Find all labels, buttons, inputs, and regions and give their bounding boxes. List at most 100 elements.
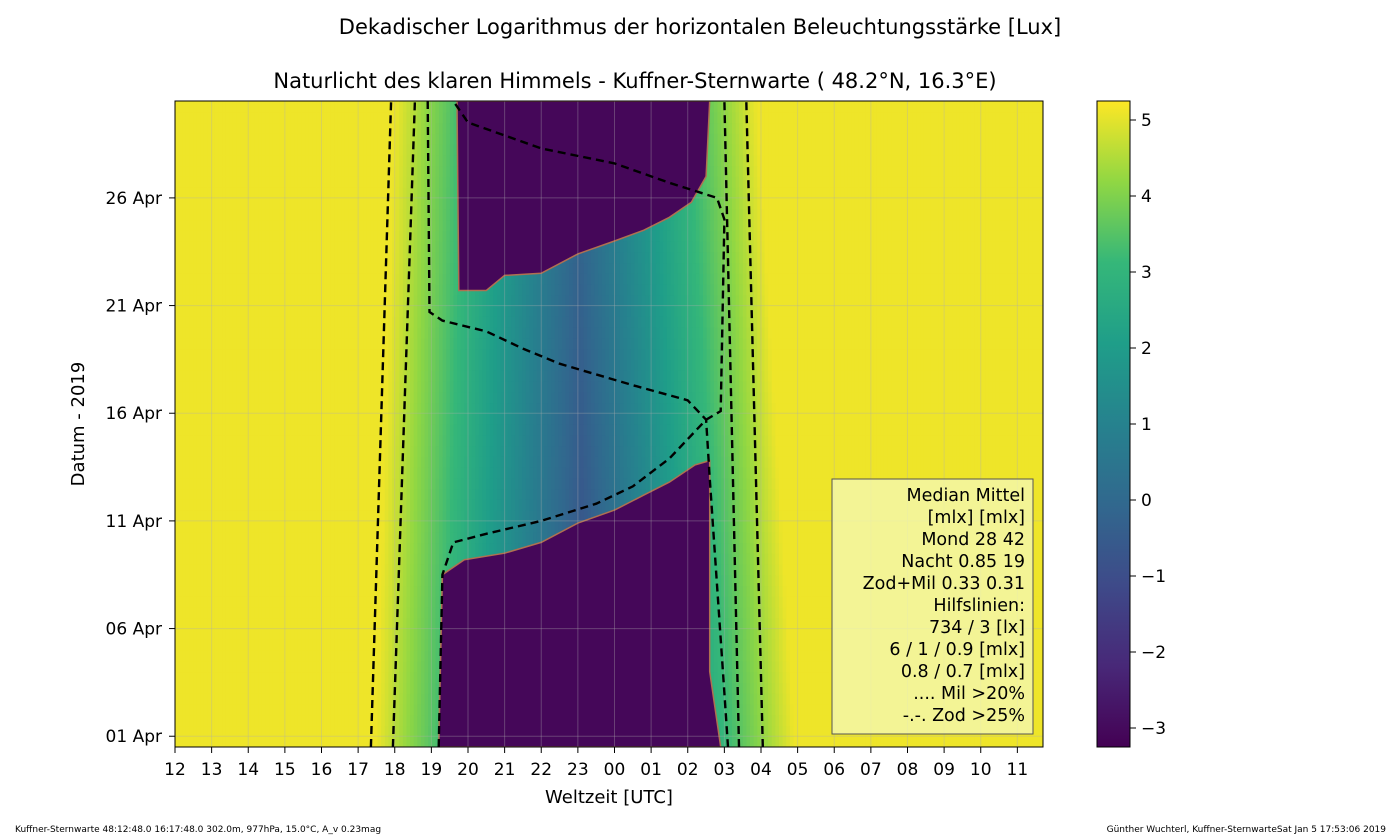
heat-cell [742,703,748,716]
heat-cell [789,671,795,683]
heat-cell [815,596,820,608]
heat-cell [189,703,194,716]
heat-cell [276,520,281,533]
heat-cell [276,671,281,683]
heat-cell [764,650,769,662]
heat-cell [373,628,379,640]
heat-cell [804,703,809,716]
heat-cell [323,617,328,630]
heat-cell [402,520,408,533]
heat-cell [337,671,342,683]
heat-cell [551,520,556,533]
heat-cell [337,628,342,640]
heat-cell [287,520,292,533]
heat-cell [717,725,722,737]
heat-cell [731,682,737,694]
heat-cell [778,671,784,683]
heat-cell [511,520,516,533]
heat-cell [420,639,426,651]
heat-cell [366,682,371,694]
heat-cell [218,671,223,683]
heat-cell [413,531,418,544]
heat-cell [196,714,201,727]
heat-cell [240,671,245,683]
heat-cell [222,574,227,587]
heat-cell [789,520,795,533]
heat-cell [764,703,769,716]
heat-cell [815,639,820,651]
heat-cell [250,703,256,716]
heat-cell [822,714,827,727]
heat-cell [193,542,198,554]
heat-cell [287,563,292,576]
heat-cell [297,628,303,640]
heat-cell [424,725,429,737]
heat-cell [363,736,368,747]
heat-cell [222,639,227,651]
heat-cell [326,553,332,565]
heat-cell [956,736,961,747]
heat-cell [717,714,722,727]
heat-cell [764,671,769,683]
heat-cell [370,531,375,544]
heat-cell [370,607,375,619]
heat-cell [804,585,809,597]
heat-cell [782,736,787,747]
heat-cell [410,682,415,694]
heat-cell [713,650,719,662]
heat-cell [218,714,223,727]
heat-cell [203,617,209,630]
heat-cell [265,574,270,587]
heat-cell [963,736,968,747]
heat-cell [200,531,205,544]
heat-cell [222,617,227,630]
heat-cell [348,574,353,587]
heat-cell [431,563,436,576]
heat-cell [410,671,415,683]
heat-cell [225,660,230,673]
heat-cell [746,725,751,737]
heat-cell [710,542,715,554]
heat-cell [265,585,270,597]
heat-cell [297,725,303,737]
heat-cell [373,531,379,544]
heat-cell [247,725,252,737]
heat-cell [287,736,292,747]
heat-cell [536,531,541,544]
heat-cell [822,682,827,694]
heat-cell [254,531,259,544]
heat-cell [811,531,816,544]
heat-cell [243,520,248,533]
heat-cell [250,607,256,619]
heat-cell [175,714,180,727]
heat-cell [344,725,350,737]
heat-cell [771,714,776,727]
heat-cell [482,531,487,544]
heat-cell [826,725,831,737]
heat-cell [185,531,191,544]
heat-cell [222,520,227,533]
heat-cell [760,531,766,544]
heat-cell [312,736,317,747]
heat-cell [739,736,744,747]
heat-cell [739,596,744,608]
heat-cell [373,725,379,737]
heat-cell [826,628,831,640]
heat-cell [724,542,729,554]
heat-cell [417,520,422,533]
heat-cell [250,574,256,587]
heat-cell [243,596,248,608]
heat-cell [240,682,245,694]
heat-cell [1032,660,1037,673]
heat-cell [355,693,361,705]
heat-cell [717,574,722,587]
heat-cell [768,671,773,683]
heat-cell [413,725,418,737]
heat-cell [807,520,813,533]
heat-cell [923,736,928,747]
heat-cell [330,607,335,619]
heat-cell [757,682,762,694]
heat-cell [818,660,823,673]
heat-cell [323,574,328,587]
heat-cell [1035,585,1040,597]
